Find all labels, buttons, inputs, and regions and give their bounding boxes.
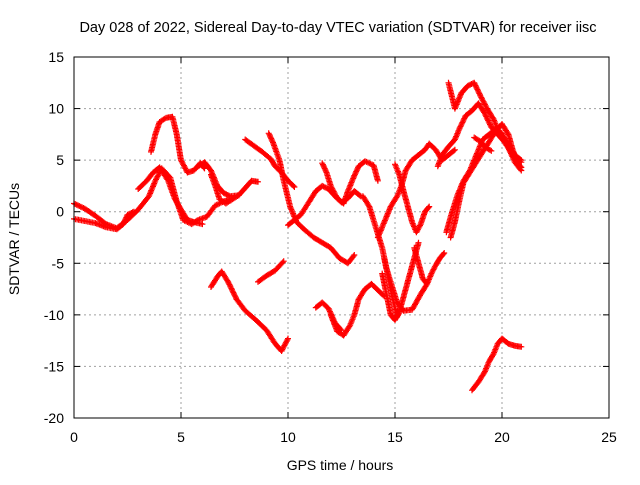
y-tick-label: 15 [48,49,64,65]
data-series [71,208,137,233]
data-point [425,204,432,211]
data-point [458,122,465,129]
data-point [356,192,363,199]
y-tick-label: 0 [56,204,64,220]
data-point [338,327,345,334]
data-point [488,147,495,154]
data-point [517,166,524,173]
data-point [415,239,422,246]
data-series [148,113,208,176]
data-point [365,202,372,209]
x-tick-label: 5 [177,429,185,445]
data-point [450,147,457,154]
data-point [484,116,491,123]
data-point [350,253,357,260]
x-axis-label: GPS time / hours [287,457,394,473]
data-point [76,203,83,209]
data-series [195,159,261,200]
chart-title: Day 028 of 2022, Sidereal Day-to-day VTE… [79,20,596,36]
data-series [135,164,206,228]
data-series [208,268,291,354]
x-tick-label: 10 [280,429,296,445]
data-series [374,140,458,241]
data-point [451,146,458,153]
y-tick-label: -5 [52,255,65,271]
data-point [487,147,493,153]
data-point [485,118,492,125]
plot-frame [73,56,610,419]
data-point [504,130,511,137]
data-point [440,251,447,257]
data-point [351,252,358,258]
data-point [232,293,239,300]
data-series [379,270,403,323]
data-point [395,311,402,317]
data-point [199,221,206,228]
data-point [291,184,298,190]
data-point [482,112,489,119]
data-series [381,239,422,320]
data-series [327,280,388,339]
data-series [471,134,495,154]
data-point [234,193,241,199]
data-series [392,161,433,236]
y-tick-label: 5 [56,152,64,168]
data-series [265,130,358,267]
data-point [441,250,448,256]
data-point [337,326,344,333]
grid-lines [74,57,609,418]
data-point [475,87,481,94]
data-point [396,309,403,316]
data-series [443,126,525,236]
x-tick-label: 25 [601,429,617,445]
x-tick-label: 20 [494,429,510,445]
data-point [130,208,137,215]
data-point [72,201,79,208]
data-point [280,258,287,265]
data-series [312,299,345,334]
data-point [290,182,297,189]
data-series [469,335,525,394]
data-point [255,178,261,185]
y-axis-label: SDTVAR / TECUs [6,183,22,295]
data-series [255,258,287,285]
data-point [518,167,525,174]
data-point [279,259,286,266]
data-series [208,171,242,207]
y-tick-label: -20 [44,410,64,426]
data-point [426,203,433,210]
data-series [411,244,448,287]
data-points [71,79,525,394]
data-point [285,335,291,342]
data-series [319,158,381,207]
y-tick-label: -15 [44,358,64,374]
data-point [518,157,525,164]
data-point [459,119,466,126]
x-tick-label: 0 [70,429,78,445]
y-tick-label: -10 [44,307,64,323]
data-point [374,177,381,184]
y-tick-label: 10 [48,101,64,117]
data-point [122,215,129,222]
data-point [235,192,242,199]
data-point [120,221,127,228]
data-point [231,291,237,297]
x-tick-label: 15 [387,429,403,445]
data-point [518,343,525,350]
